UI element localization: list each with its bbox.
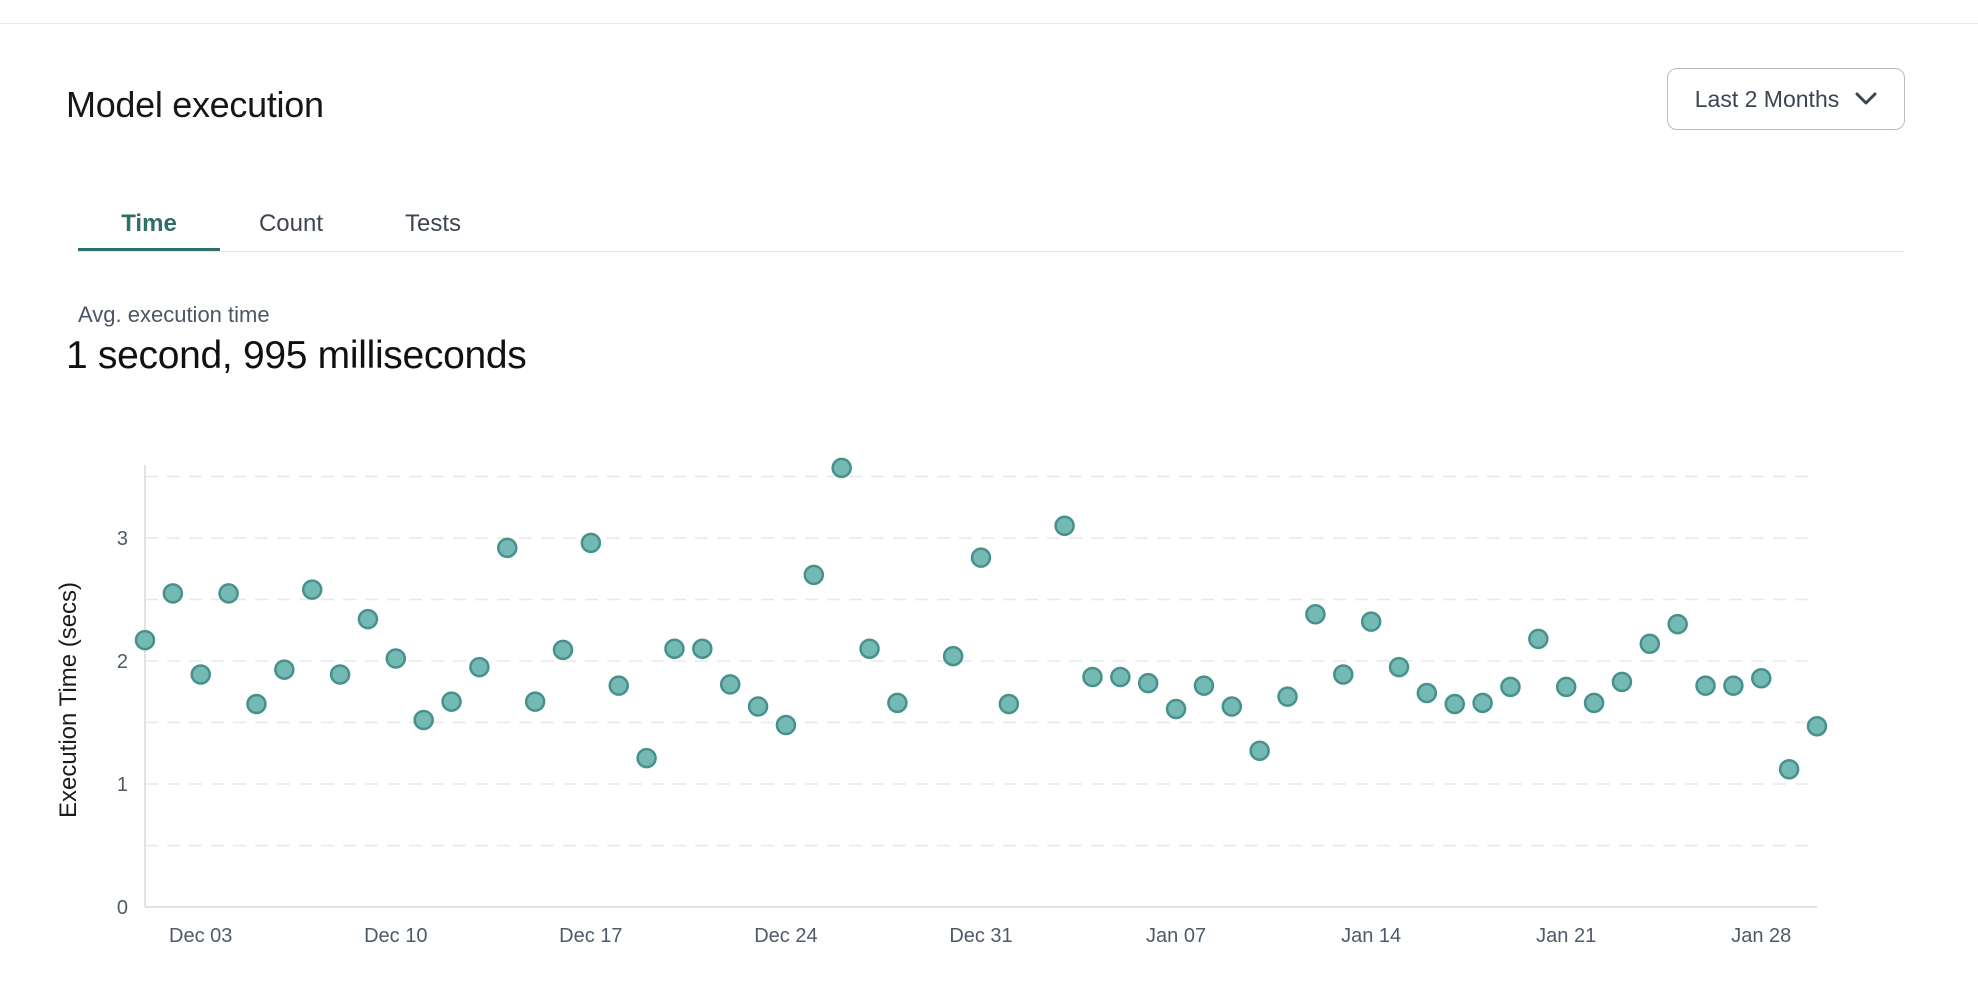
data-point[interactable] [134, 629, 156, 651]
x-tick-label: Jan 28 [1731, 925, 1791, 947]
data-point[interactable] [1082, 666, 1103, 688]
data-point[interactable] [1388, 656, 1410, 678]
data-point[interactable] [636, 747, 657, 769]
y-tick-label: 0 [117, 897, 128, 919]
data-point[interactable] [524, 691, 546, 712]
x-tick-label: Dec 03 [169, 925, 232, 947]
data-point[interactable] [1555, 676, 1577, 698]
data-point[interactable] [357, 608, 379, 630]
tab-count-label: Count [258, 209, 324, 237]
data-point[interactable] [970, 547, 992, 568]
data-point[interactable] [775, 714, 797, 736]
data-point[interactable] [1611, 671, 1633, 693]
x-tick-label: Dec 10 [364, 925, 427, 947]
data-point[interactable] [1165, 698, 1187, 720]
tab-time[interactable]: Time [78, 196, 220, 252]
time-range-value: Last 2 Months [1694, 85, 1840, 112]
data-point[interactable] [162, 583, 184, 604]
data-point[interactable] [1500, 676, 1521, 698]
active-tab-underline [78, 248, 220, 252]
data-point[interactable] [1277, 686, 1298, 707]
tab-bar: Time Count Tests [78, 196, 504, 252]
y-axis-title: Execution Time (secs) [55, 582, 82, 818]
data-point[interactable] [1778, 758, 1800, 780]
data-point[interactable] [190, 664, 211, 685]
stat-label: Avg. execution time [78, 302, 270, 327]
data-point[interactable] [1639, 633, 1661, 655]
x-tick-label: Jan 21 [1536, 925, 1596, 947]
x-tick-label: Dec 31 [949, 925, 1012, 947]
data-point[interactable] [385, 648, 407, 669]
data-point[interactable] [1583, 692, 1605, 714]
data-point[interactable] [1110, 666, 1131, 688]
time-range-dropdown[interactable]: Last 2 Months [1667, 68, 1905, 130]
data-point[interactable] [1416, 682, 1438, 704]
tab-tests[interactable]: Tests [362, 196, 504, 251]
page-title: Model execution [66, 84, 324, 126]
data-point[interactable] [301, 579, 323, 600]
data-point[interactable] [1193, 675, 1215, 696]
data-point[interactable] [1444, 693, 1465, 715]
data-point[interactable] [246, 693, 267, 715]
data-point[interactable] [664, 638, 685, 659]
top-divider [0, 23, 1978, 24]
data-point[interactable] [1333, 664, 1354, 685]
data-point[interactable] [1221, 696, 1243, 717]
tabs-divider [78, 251, 1905, 252]
data-point[interactable] [747, 696, 769, 717]
chevron-down-icon [1855, 92, 1877, 106]
data-point[interactable] [218, 583, 239, 604]
tab-count[interactable]: Count [220, 196, 362, 251]
data-point[interactable] [998, 693, 1020, 715]
data-point[interactable] [1528, 628, 1549, 650]
data-point[interactable] [1695, 675, 1716, 696]
x-tick-label: Jan 07 [1146, 925, 1206, 947]
x-tick-label: Jan 14 [1341, 925, 1401, 947]
data-point[interactable] [859, 638, 880, 659]
data-point[interactable] [441, 691, 462, 712]
data-point[interactable] [1751, 667, 1772, 689]
tab-tests-label: Tests [404, 209, 461, 237]
data-point[interactable] [1806, 715, 1828, 737]
data-point[interactable] [831, 457, 852, 479]
x-tick-label: Dec 24 [754, 925, 817, 947]
data-point[interactable] [469, 656, 490, 678]
data-point[interactable] [1305, 604, 1326, 625]
data-point[interactable] [887, 692, 908, 714]
data-point[interactable] [1137, 672, 1159, 694]
data-point[interactable] [1360, 611, 1382, 632]
x-tick-label: Dec 17 [559, 925, 622, 947]
data-point[interactable] [803, 564, 825, 586]
data-point[interactable] [942, 645, 964, 667]
data-point[interactable] [274, 659, 295, 680]
data-point[interactable] [1054, 515, 1075, 536]
data-point[interactable] [497, 537, 518, 559]
data-point[interactable] [692, 638, 713, 659]
y-tick-label: 1 [117, 774, 128, 796]
data-point[interactable] [580, 532, 602, 554]
y-tick-label: 3 [117, 528, 128, 550]
data-point[interactable] [329, 664, 351, 685]
data-point[interactable] [1667, 613, 1688, 635]
tab-time-label: Time [121, 209, 177, 237]
data-point[interactable] [719, 674, 741, 695]
y-tick-label: 2 [117, 651, 128, 673]
data-point[interactable] [413, 709, 434, 731]
data-point[interactable] [1472, 692, 1493, 714]
data-point[interactable] [1723, 675, 1744, 696]
data-point[interactable] [1249, 740, 1270, 762]
data-point[interactable] [552, 639, 574, 661]
data-point[interactable] [608, 675, 629, 696]
stat-value: 1 second, 995 milliseconds [66, 334, 527, 377]
